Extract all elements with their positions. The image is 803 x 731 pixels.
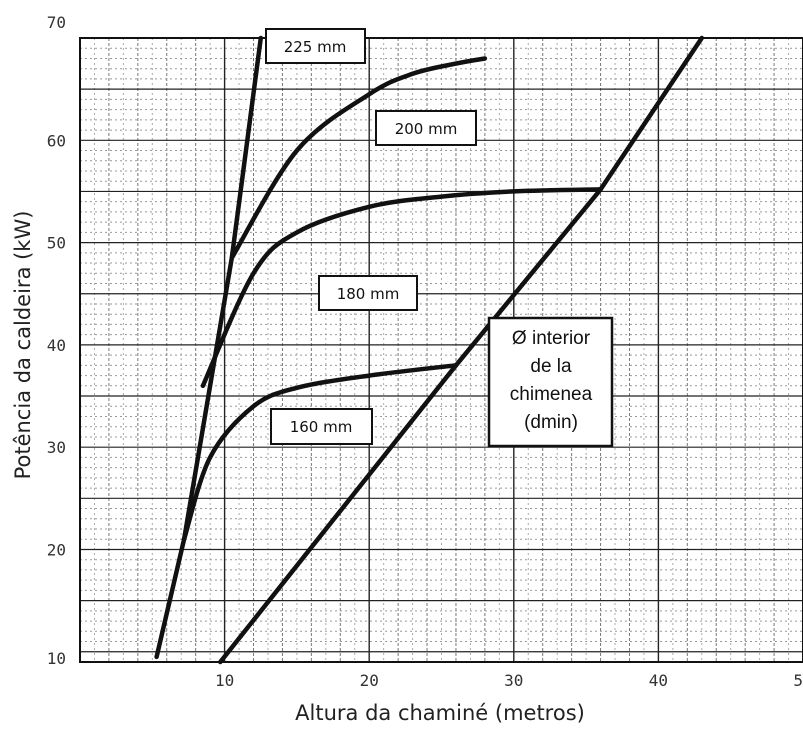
series-label-text: 160 mm xyxy=(290,418,353,436)
diameter-legend-frame xyxy=(487,316,614,448)
diameter-legend-line: Ø interior xyxy=(512,328,591,349)
series-line xyxy=(218,35,705,665)
y-tick-label: 20 xyxy=(47,540,66,559)
diameter-legend-line: de la xyxy=(530,356,572,377)
y-tick-label: 50 xyxy=(47,234,66,253)
series-line xyxy=(200,187,603,389)
series-label-225: 225 mm xyxy=(265,28,366,64)
y-tick-label: 10 xyxy=(47,649,66,668)
x-axis-label: Altura da chaminé (metros) xyxy=(295,701,585,725)
y-tick-label: 30 xyxy=(47,438,66,457)
x-tick-label: 20 xyxy=(360,671,379,690)
series-label-200: 200 mm xyxy=(375,110,477,146)
tick-labels: 10 20 30 40 50 10 20 30 40 50 60 70 xyxy=(47,13,803,690)
diameter-legend-line: (dmin) xyxy=(524,412,578,433)
plot-frame xyxy=(79,37,803,663)
series-label-160: 160 mm xyxy=(270,408,373,445)
diameter-legend-line: chimenea xyxy=(510,384,593,405)
series-label-box xyxy=(318,275,418,311)
series-label-box xyxy=(375,110,477,146)
series-label-box xyxy=(265,28,366,64)
series-label-box xyxy=(270,408,373,445)
x-tick-label: 50 xyxy=(793,671,803,690)
series-label-text: 180 mm xyxy=(337,285,400,303)
x-tick-label: 30 xyxy=(504,671,523,690)
x-tick-label: 10 xyxy=(215,671,234,690)
y-tick-label: 70 xyxy=(47,13,66,32)
series-label-text: 225 mm xyxy=(284,38,347,56)
series-line xyxy=(229,56,488,261)
y-tick-label: 40 xyxy=(47,336,66,355)
series-label-180: 180 mm xyxy=(318,275,418,311)
series-line xyxy=(181,363,459,542)
series-line xyxy=(154,35,264,660)
curves xyxy=(154,35,705,665)
y-tick-label: 60 xyxy=(47,131,66,150)
series-label-text: 200 mm xyxy=(395,120,458,138)
diameter-legend-box: Ø interior de la chimenea (dmin) xyxy=(487,316,614,448)
y-axis-label: Potência da caldeira (kW) xyxy=(11,211,35,480)
x-tick-label: 40 xyxy=(649,671,668,690)
